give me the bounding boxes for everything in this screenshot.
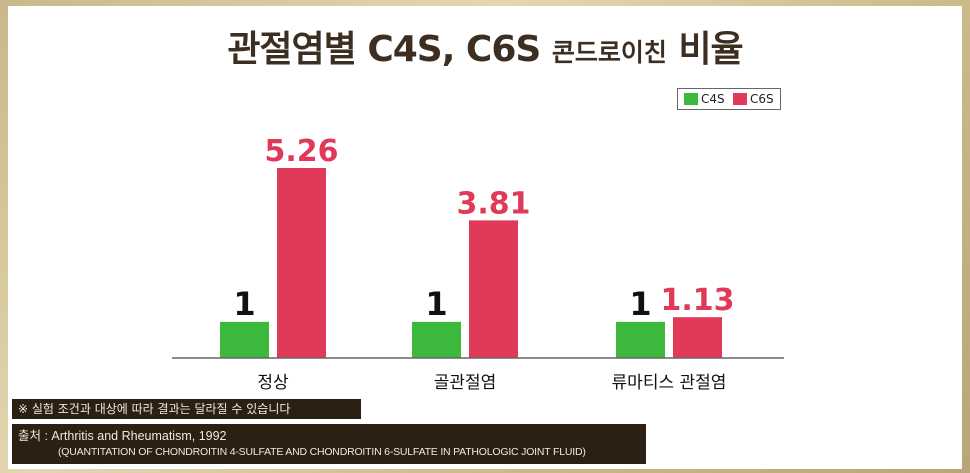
data-label-c4s-2: 1 bbox=[425, 285, 447, 323]
source-line-2: (QUANTITATION OF CHONDROITIN 4-SULFATE A… bbox=[58, 446, 586, 458]
category-label-3: 류마티스 관절염 bbox=[612, 373, 727, 393]
bar-c6s-1 bbox=[277, 168, 326, 358]
data-label-c6s-3: 1.13 bbox=[660, 283, 734, 318]
source-citation: 출처 : Arthritis and Rheumatism, 1992 (QUA… bbox=[12, 424, 646, 464]
category-label-2: 골관절염 bbox=[434, 373, 497, 393]
legend-swatch-c4s bbox=[684, 93, 698, 105]
legend-label-c4s: C4S bbox=[701, 92, 725, 106]
legend-label-c6s: C6S bbox=[750, 92, 774, 106]
disclaimer-note: ※ 실험 조건과 대상에 따라 결과는 달라질 수 있습니다 bbox=[12, 399, 361, 419]
data-label-c6s-2: 3.81 bbox=[456, 186, 530, 221]
bar-c4s-1 bbox=[220, 321, 269, 358]
data-label-c4s-1: 1 bbox=[233, 285, 255, 323]
bar-c6s-2 bbox=[469, 220, 518, 358]
chart-title: 관절염별 C4S, C6S 콘드로이친 비율 bbox=[0, 20, 970, 72]
data-label-c6s-1: 5.26 bbox=[264, 134, 338, 169]
chart-title-tail: 비율 bbox=[678, 29, 743, 70]
data-label-c4s-3: 1 bbox=[629, 285, 651, 323]
bar-c4s-3 bbox=[616, 321, 665, 358]
legend-swatch-c6s bbox=[733, 93, 747, 105]
bar-c4s-2 bbox=[412, 321, 461, 358]
category-label-1: 정상 bbox=[257, 373, 289, 393]
chart-title-main: 관절염별 C4S, C6S bbox=[227, 29, 541, 70]
source-line-1: 출처 : Arthritis and Rheumatism, 1992 bbox=[18, 429, 227, 443]
chart-legend: C4S C6S bbox=[677, 88, 781, 110]
bar-c6s-3 bbox=[673, 317, 722, 358]
chart-title-suffix: 콘드로이친 bbox=[551, 38, 667, 67]
